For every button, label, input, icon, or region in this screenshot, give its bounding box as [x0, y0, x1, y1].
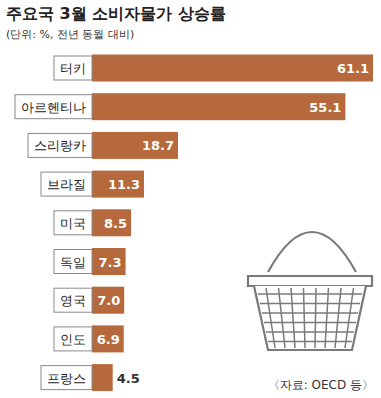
bar — [92, 209, 131, 236]
basket-line — [279, 288, 286, 348]
category-box — [54, 288, 92, 312]
category-label: 영국 — [60, 293, 86, 308]
background — [0, 0, 381, 398]
chart-svg: 주요국 3월 소비자물가 상승률 (단위: %, 전년 동월 대비) 터키 61.1 아… — [0, 0, 381, 398]
category-label-box: 터키 — [54, 56, 92, 80]
category-box — [54, 56, 92, 80]
category-label: 터키 — [60, 61, 86, 76]
basket-line — [268, 341, 352, 343]
category-label: 독일 — [60, 255, 86, 270]
category-box — [54, 327, 92, 351]
category-box — [41, 366, 92, 390]
category-label-box: 독일 — [54, 250, 92, 274]
category-box — [41, 172, 92, 196]
bar — [92, 132, 178, 159]
category-label: 미국 — [60, 216, 86, 231]
basket-line — [345, 288, 354, 348]
category-label: 스리랑카 — [34, 138, 86, 153]
basket-weave — [258, 288, 363, 348]
chart-root: 주요국 3월 소비자물가 상승률 (단위: %, 전년 동월 대비) 터키 61.1 아… — [0, 0, 381, 398]
data-label: 6.9 — [97, 332, 120, 347]
basket-rim — [248, 276, 372, 286]
bar — [92, 93, 345, 120]
category-label: 아르헨티나 — [21, 100, 86, 115]
bar — [92, 325, 124, 352]
bar — [92, 171, 144, 198]
basket-line — [304, 288, 306, 348]
data-label: 18.7 — [142, 138, 174, 153]
basket-handle — [268, 232, 356, 272]
data-label: 7.3 — [99, 255, 122, 270]
category-label-box: 프랑스 — [41, 366, 92, 390]
labels: 터키 61.1 아르헨티나 55.1 스리랑카 18.7 브라질 11.3 미국 8.5 독일 7.3… — [15, 56, 369, 390]
category-label: 브라질 — [47, 177, 86, 192]
basket-line — [260, 303, 360, 305]
category-label-box: 영국 — [54, 288, 92, 312]
data-label: 7.0 — [97, 293, 120, 308]
basket-line — [325, 288, 329, 348]
basket-line — [262, 312, 358, 314]
title: 주요국 3월 소비자물가 상승률 — [6, 4, 226, 23]
basket-line — [335, 288, 341, 348]
data-label: 11.3 — [108, 177, 140, 192]
subtitle: (단위: %, 전년 동월 대비) — [6, 28, 134, 41]
basket-line — [266, 288, 275, 348]
basket-body — [254, 286, 366, 350]
bars — [92, 55, 373, 392]
source: 〈자료: OECD 등〉 — [268, 378, 374, 392]
basket-line — [258, 293, 363, 295]
category-label-box: 스리랑카 — [28, 133, 92, 157]
category-label: 인도 — [60, 332, 86, 347]
category-label-box: 브라질 — [41, 172, 92, 196]
data-label: 61.1 — [337, 61, 369, 76]
bar — [92, 248, 126, 275]
data-label: 55.1 — [309, 100, 341, 115]
basket-line — [264, 322, 356, 324]
bar — [92, 287, 124, 314]
basket-icon — [248, 232, 372, 350]
basket-line — [291, 288, 295, 348]
bar — [92, 364, 113, 391]
data-label: 4.5 — [117, 371, 140, 386]
category-label-box: 인도 — [54, 327, 92, 351]
category-box — [54, 250, 92, 274]
bar — [92, 55, 373, 82]
data-label: 8.5 — [104, 216, 127, 231]
category-label-box: 아르헨티나 — [15, 95, 92, 119]
category-box — [15, 95, 92, 119]
basket-line — [266, 331, 354, 333]
category-label-box: 미국 — [54, 211, 92, 235]
category-label: 프랑스 — [47, 371, 86, 386]
category-box — [54, 211, 92, 235]
basket-line — [315, 288, 316, 348]
category-box — [28, 133, 92, 157]
